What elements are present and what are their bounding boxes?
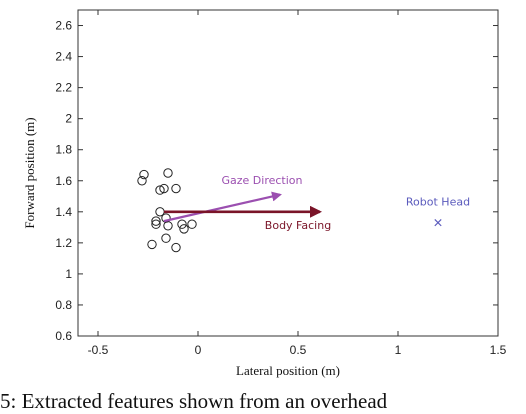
x-tick-label: 0 xyxy=(195,343,202,357)
y-tick-label: 2 xyxy=(65,112,72,126)
data-point xyxy=(177,219,187,229)
y-tick-label: 1.2 xyxy=(55,236,72,250)
data-point xyxy=(155,185,165,195)
figure-caption: 5: Extracted features shown from an over… xyxy=(0,389,388,413)
data-point xyxy=(147,239,157,250)
y-axis-ticks: 0.6 0.8 1 1.2 1.4 1.6 1.8 2 2.2 2.4 2.6 xyxy=(55,19,498,343)
x-tick-label: 1 xyxy=(395,343,402,357)
annotations: Gaze Direction Body Facing Robot Head xyxy=(222,174,471,232)
y-tick-label: 2.2 xyxy=(55,81,72,95)
data-point xyxy=(163,221,173,231)
x-axis-ticks: -0.5 0 0.5 1 1.5 xyxy=(88,10,507,357)
gaze-direction-label: Gaze Direction xyxy=(222,174,303,187)
body-facing-label: Body Facing xyxy=(265,219,331,232)
y-tick-label: 1.8 xyxy=(55,143,72,157)
gaze-direction-arrow xyxy=(163,191,282,223)
y-axis-title: Forward position (m) xyxy=(22,117,37,228)
data-point xyxy=(137,176,147,186)
data-point xyxy=(151,216,161,226)
y-tick-label: 2.4 xyxy=(55,50,72,64)
data-points xyxy=(137,168,197,253)
robot-head-label: Robot Head xyxy=(406,196,470,209)
y-tick-label: 0.6 xyxy=(55,329,72,343)
data-point xyxy=(163,168,173,178)
y-tick-label: 1 xyxy=(65,267,72,281)
data-point xyxy=(139,169,149,180)
y-tick-label: 0.8 xyxy=(55,298,72,312)
y-tick-label: 1.6 xyxy=(55,174,72,188)
data-point xyxy=(179,224,189,234)
robot-head-x-stroke xyxy=(434,219,442,227)
data-point xyxy=(159,183,169,194)
x-tick-label: 1.5 xyxy=(490,343,507,357)
data-point xyxy=(171,183,181,194)
direction-arrows xyxy=(163,191,322,223)
x-tick-label: 0.5 xyxy=(290,343,307,357)
data-point xyxy=(171,242,181,253)
data-point xyxy=(151,219,161,229)
y-tick-label: 2.6 xyxy=(55,19,72,33)
robot-head-marker xyxy=(434,219,442,227)
y-tick-label: 1.4 xyxy=(55,205,72,219)
x-tick-label: -0.5 xyxy=(88,343,109,357)
x-axis-title: Lateral position (m) xyxy=(236,363,340,378)
data-point xyxy=(187,219,197,229)
data-point xyxy=(161,233,171,243)
